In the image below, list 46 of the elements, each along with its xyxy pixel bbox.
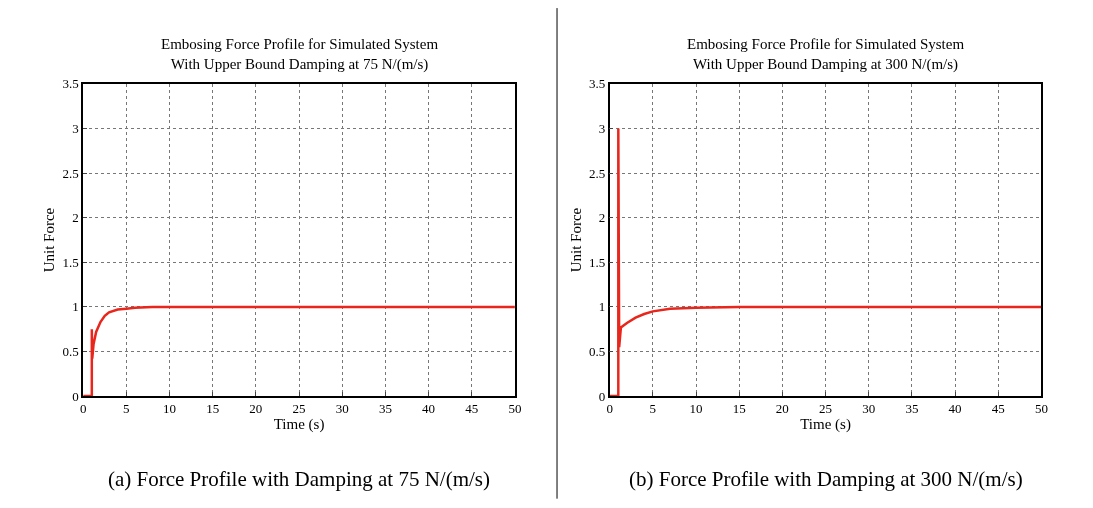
y-tick-label: 1.5 (589, 254, 606, 270)
y-tick-label: 3.5 (589, 76, 606, 92)
y-tick-label: 1.5 (62, 254, 79, 270)
y-tick-label: 1 (72, 299, 79, 315)
x-tick-label: 15 (732, 401, 746, 417)
x-tick-label: 45 (991, 401, 1005, 417)
line-series (83, 305, 515, 397)
y-tick-label: 1 (598, 299, 606, 315)
y-tick-label: 2 (598, 210, 606, 226)
y-tick-label: 0.5 (589, 344, 606, 360)
y-tick-label: 3 (72, 121, 79, 137)
x-tick-label: 5 (649, 401, 657, 417)
x-tick-label: 20 (249, 401, 263, 417)
y-tick-label: 0.5 (62, 344, 79, 360)
y-tick-label: 2.5 (589, 165, 606, 181)
x-tick-label: 35 (905, 401, 919, 417)
x-tick-label: 50 (508, 401, 522, 417)
x-tick-label: 10 (163, 401, 177, 417)
x-tick-label: 25 (819, 401, 833, 417)
x-tick-label: 15 (206, 401, 220, 417)
line-series (609, 127, 1042, 397)
y-tick-label: 2 (72, 210, 79, 226)
x-tick-label: 5 (123, 401, 130, 417)
y-tick-label: 3 (598, 121, 606, 137)
x-tick-label: 50 (1034, 401, 1048, 417)
y-tick-label: 2.5 (62, 165, 79, 181)
x-axis-title: Time (s) (273, 416, 325, 434)
chart-title: Embosing Force Profile for Simulated System With Upper Bound Damping at 300 N/(m/s) (687, 36, 965, 73)
x-tick-label: 45 (465, 401, 479, 417)
y-tick-label: 3.5 (62, 76, 79, 92)
chart-title: Embosing Force Profile for Simulated System With Upper Bound Damping at 75 N/(m/s) (161, 36, 439, 73)
y-tick-label: 0 (72, 388, 79, 404)
text: (b) Force Profile with Damping at 300 N/(m/s) (629, 467, 1023, 491)
x-tick-label: 25 (292, 401, 306, 417)
y-tick-label: 0 (598, 388, 606, 404)
x-tick-label: 40 (948, 401, 962, 417)
x-tick-label: 30 (862, 401, 876, 417)
x-axis-title: Time (s) (800, 416, 851, 434)
text: (a) Force Profile with Damping at 75 N/(m/s) (108, 467, 491, 491)
x-tick-label: 20 (775, 401, 789, 417)
y-axis-title: Unit Force (41, 207, 58, 273)
x-tick-label: 40 (422, 401, 436, 417)
y-axis-title: Unit Force (567, 207, 584, 273)
x-tick-label: 35 (378, 401, 392, 417)
x-tick-label: 10 (689, 401, 703, 417)
x-tick-label: 30 (335, 401, 349, 417)
